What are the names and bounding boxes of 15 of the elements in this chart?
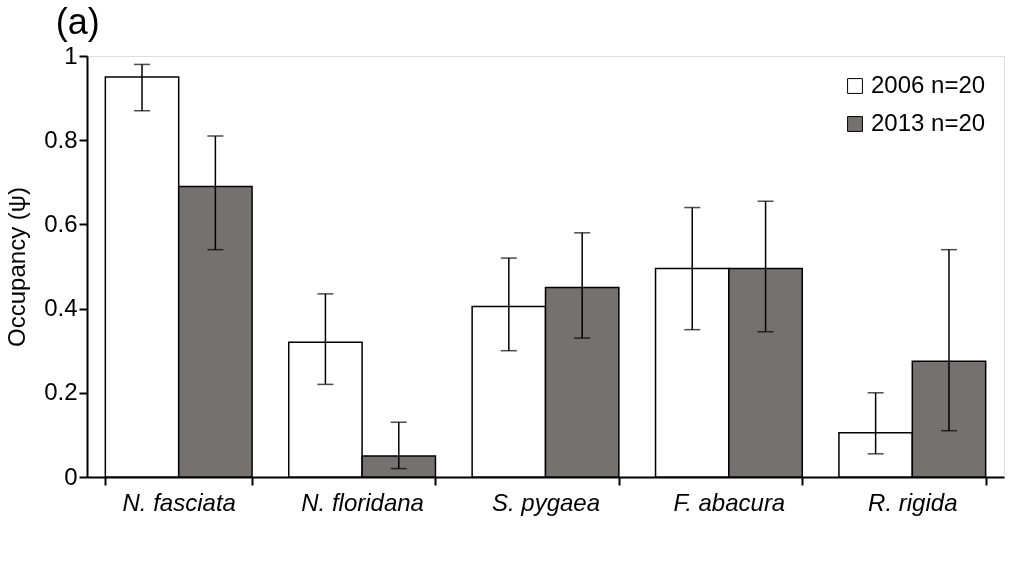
y-tick-label: 0.4 (44, 294, 78, 322)
x-tick-label: N. fasciata (122, 488, 236, 516)
legend-label: 2006 n=20 (871, 71, 986, 98)
x-tick-label: R. rigida (868, 488, 958, 516)
x-tick-label: N. floridana (301, 488, 424, 516)
x-tick-label: S. pygaea (491, 488, 601, 516)
text: (a) (55, 1, 100, 42)
y-tick-label: 0.8 (44, 125, 78, 153)
y-tick-label: 0.2 (44, 378, 78, 406)
y-tick-label: 0.6 (44, 209, 78, 237)
y-tick-label: 1 (64, 41, 78, 69)
legend-label: 2013 n=20 (871, 109, 986, 136)
y-axis-title: Occupancy (ψ) (3, 187, 31, 347)
y-tick-label: 0 (64, 462, 78, 490)
x-tick-label: F. abacura (673, 488, 786, 516)
